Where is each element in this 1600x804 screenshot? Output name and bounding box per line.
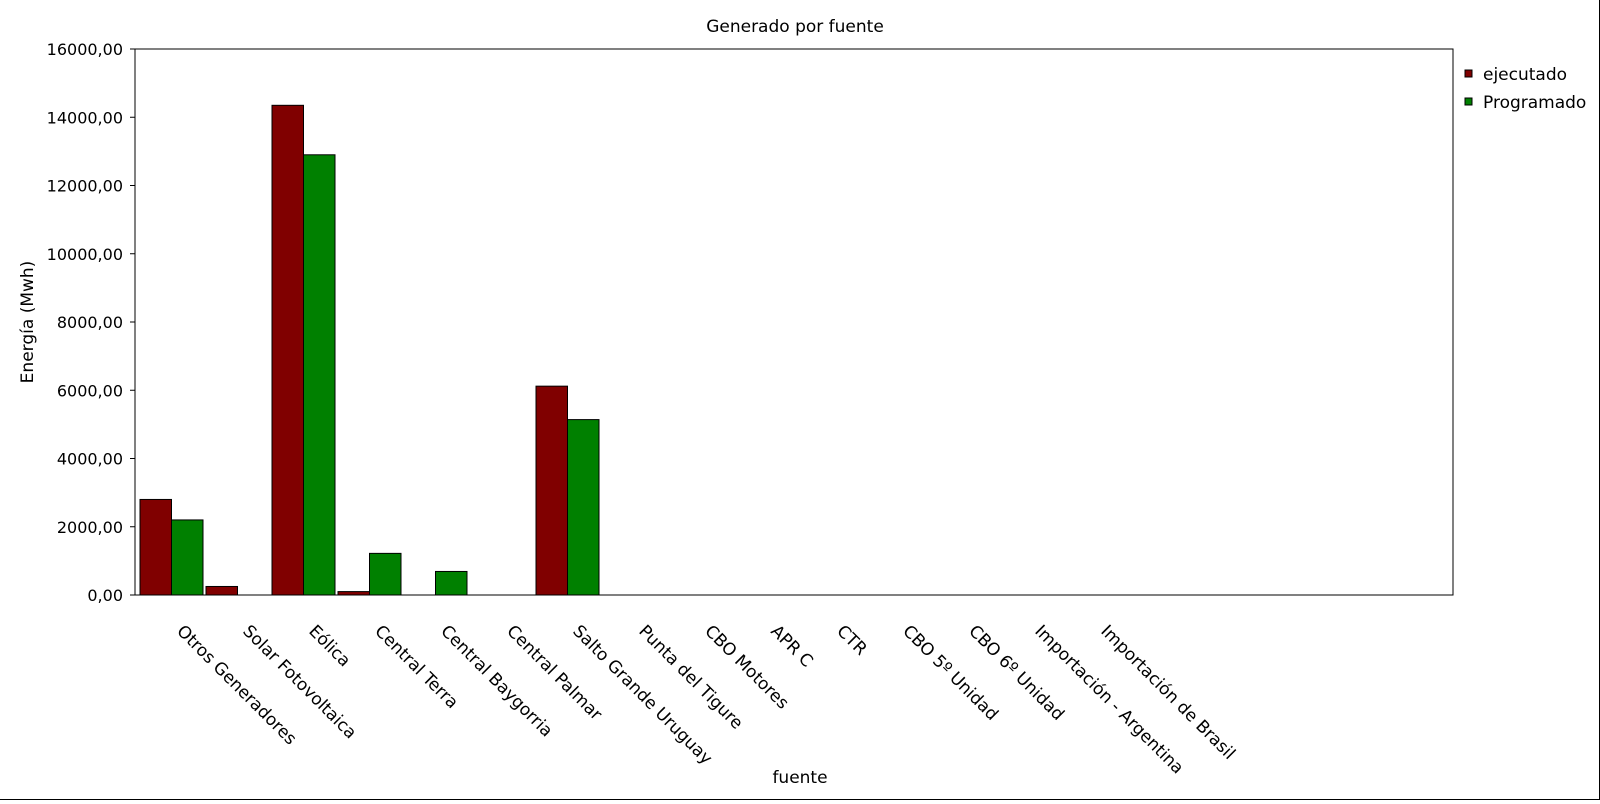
plot-area-frame xyxy=(134,48,1454,596)
bar-programado-0 xyxy=(171,519,204,596)
y-axis-label: Energía (Mwh) xyxy=(18,261,38,384)
y-tick-label: 8000,00 xyxy=(57,313,123,332)
bar-programado-6 xyxy=(567,419,600,596)
bar-ejecutado-1 xyxy=(205,585,238,596)
bar-programado-3 xyxy=(369,552,402,596)
x-category-label: Central Baygorria xyxy=(436,621,556,741)
y-tick-label: 6000,00 xyxy=(57,381,123,400)
x-category-label: CTR xyxy=(832,621,870,659)
legend-swatch-ejecutado xyxy=(1464,69,1473,78)
x-category-label: APR C xyxy=(766,621,816,671)
x-category-label: Eólica xyxy=(304,621,354,671)
y-tick-label: 16000,00 xyxy=(47,40,123,59)
legend: ejecutado Programado xyxy=(1464,65,1586,113)
bar-ejecutado-2 xyxy=(271,104,304,596)
y-tick-label: 4000,00 xyxy=(57,450,123,469)
x-category-label: Otros Generadores xyxy=(172,621,300,749)
bars-group xyxy=(139,104,600,596)
bar-ejecutado-3 xyxy=(337,591,370,596)
bar-programado-4 xyxy=(435,570,468,596)
legend-swatch-programado xyxy=(1464,97,1473,106)
bar-ejecutado-0 xyxy=(139,498,172,596)
y-tick-label: 12000,00 xyxy=(47,177,123,196)
legend-label: Programado xyxy=(1483,93,1586,113)
x-category-label: Importación de Brasil xyxy=(1096,621,1238,763)
bar-programado-2 xyxy=(303,154,336,596)
y-tick-label: 14000,00 xyxy=(47,108,123,127)
y-tick-label: 10000,00 xyxy=(47,245,123,264)
bar-ejecutado-6 xyxy=(535,385,568,596)
x-axis-label: fuente xyxy=(772,768,827,788)
chart-title: Generado por fuente xyxy=(706,17,884,37)
y-tick-label: 0,00 xyxy=(87,586,123,605)
x-category-label: Solar Fotovoltaica xyxy=(238,621,360,743)
legend-label: ejecutado xyxy=(1483,65,1567,85)
y-axis-ticks: 0,00 2000,00 4000,00 6000,00 8000,00 10000,00… xyxy=(47,40,135,605)
y-tick-label: 2000,00 xyxy=(57,518,123,537)
